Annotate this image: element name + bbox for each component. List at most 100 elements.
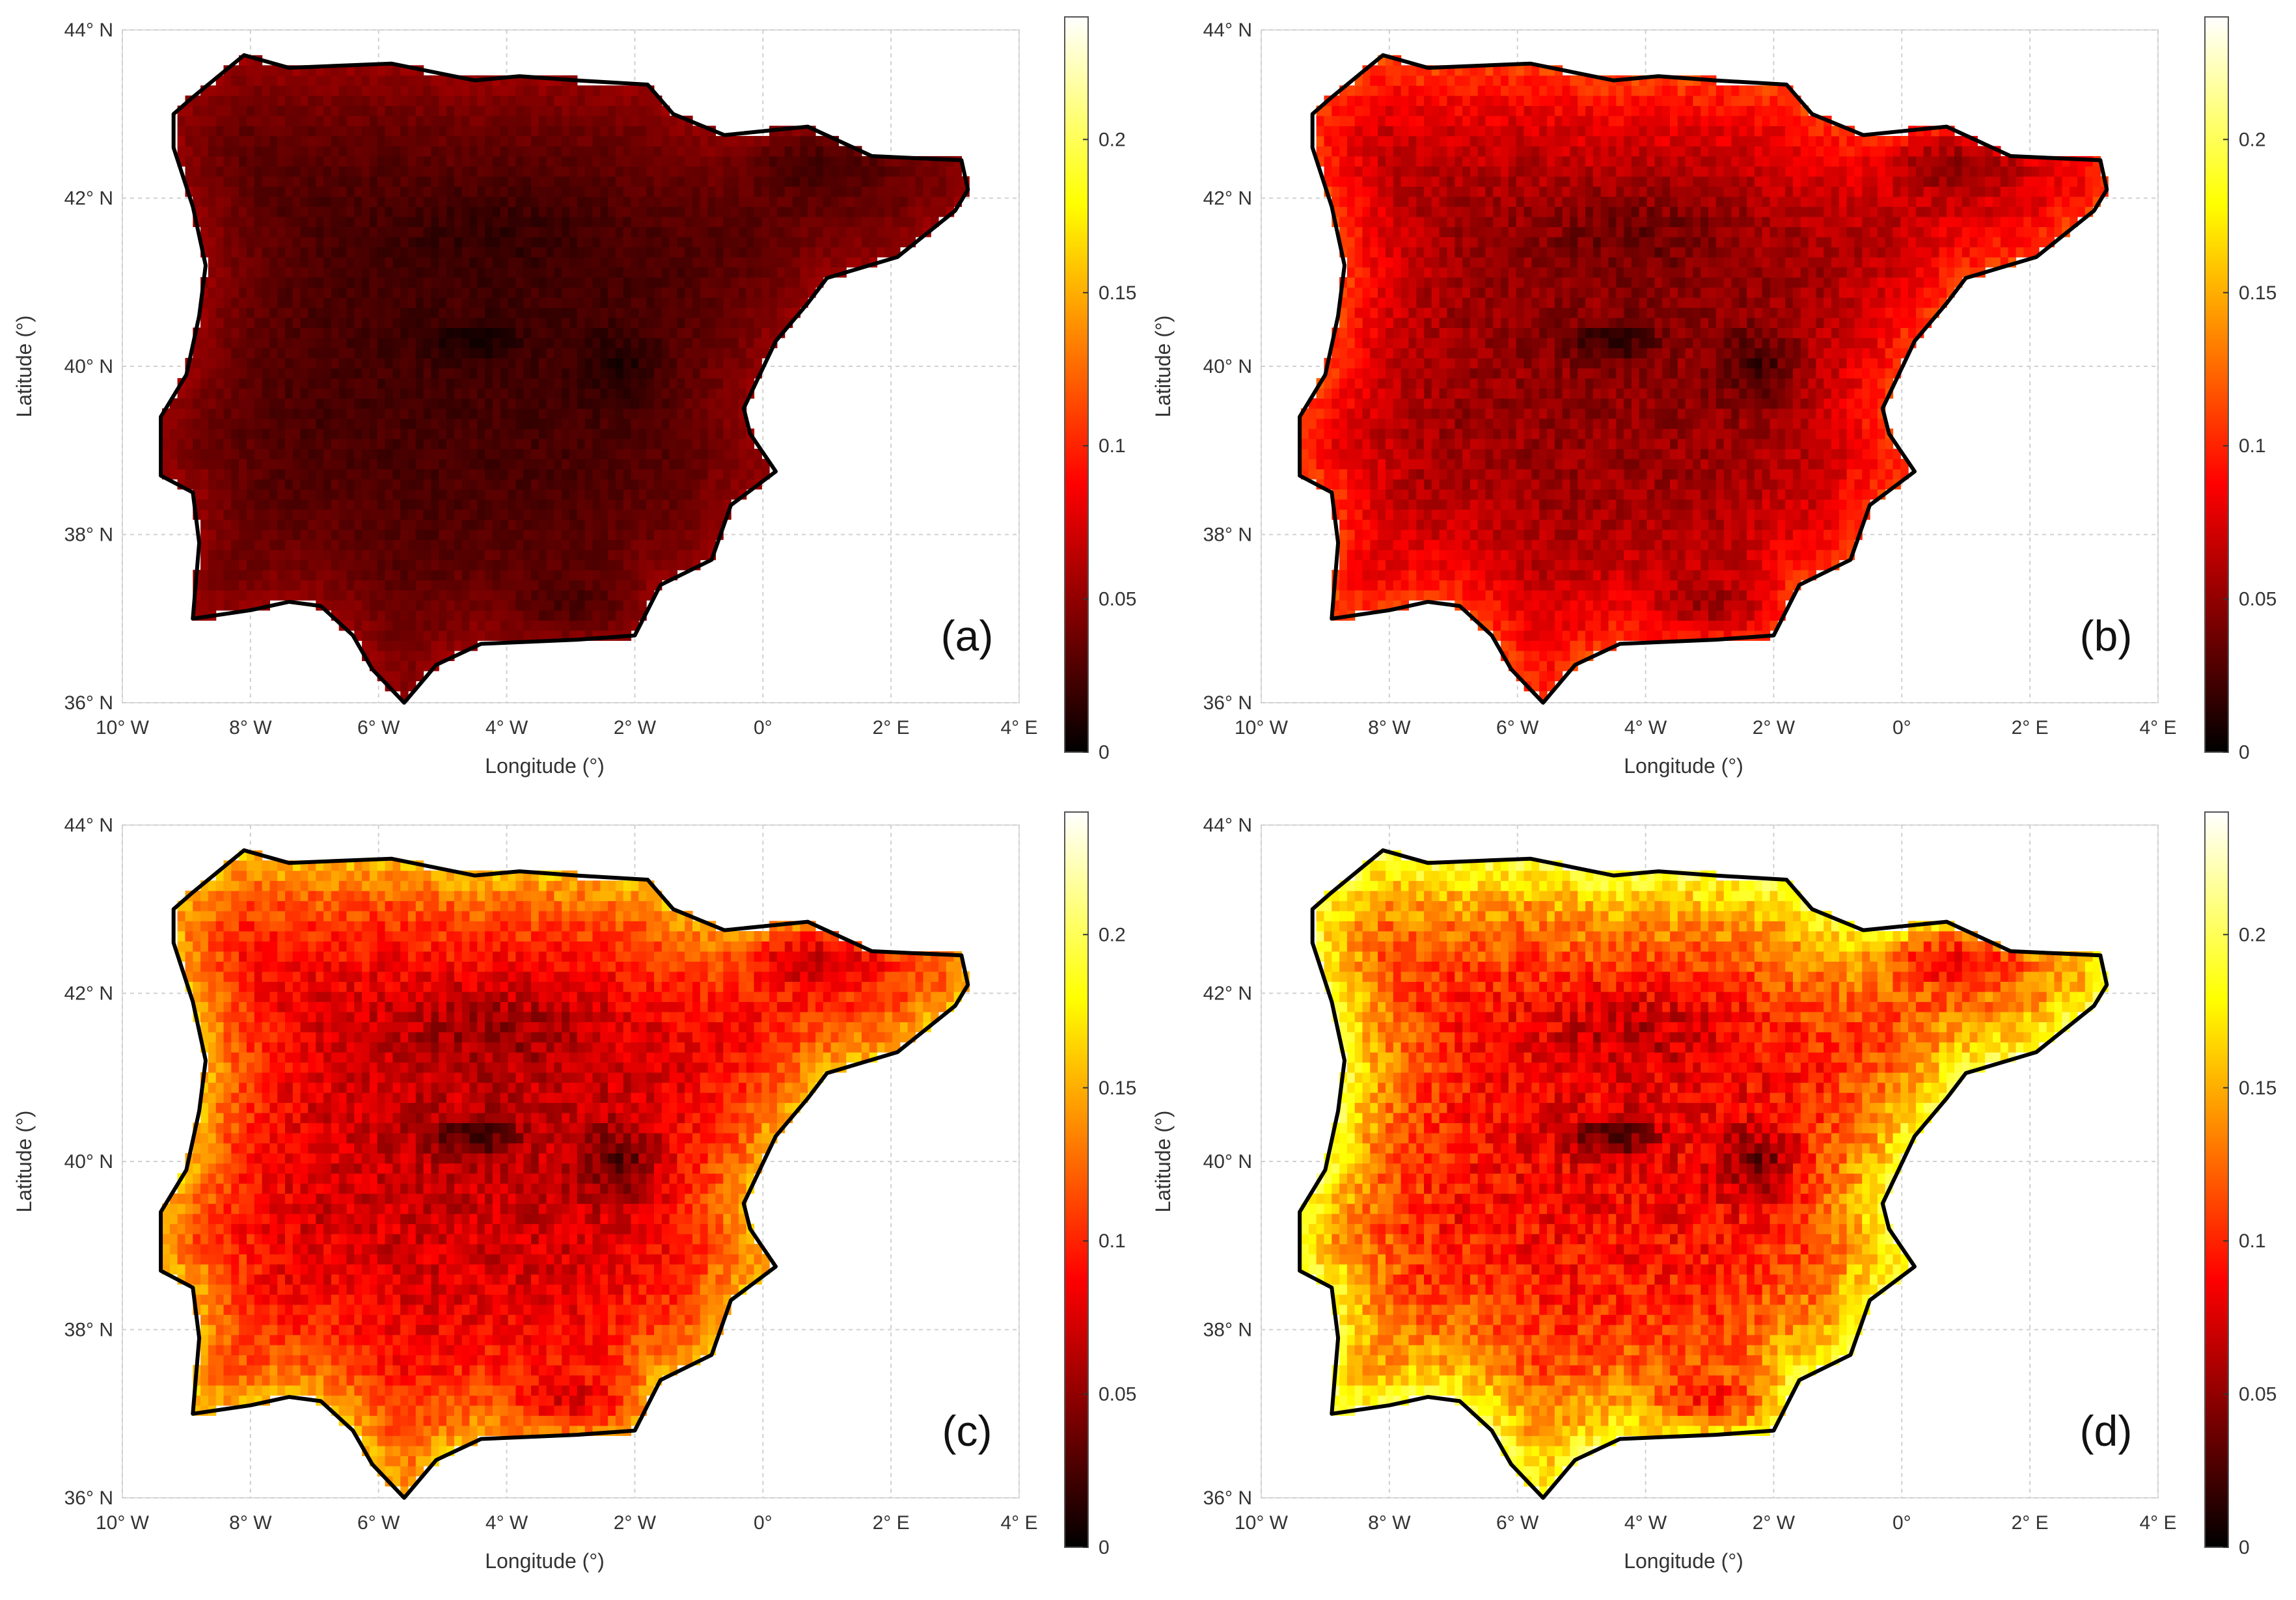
heatmap-cell <box>723 327 731 338</box>
heatmap-cell <box>1362 448 1371 459</box>
heatmap-cell <box>208 166 217 177</box>
heatmap-cell <box>907 206 916 217</box>
heatmap-cell <box>385 448 393 459</box>
heatmap-cell <box>761 216 770 227</box>
heatmap-cell <box>292 186 301 197</box>
heatmap-cell <box>247 216 255 227</box>
heatmap-cell <box>454 368 463 379</box>
heatmap-cell <box>715 146 724 157</box>
heatmap-cell <box>638 196 647 207</box>
heatmap-cell <box>423 358 431 369</box>
heatmap-cell <box>316 196 324 207</box>
heatmap-cell <box>439 630 447 641</box>
heatmap-cell <box>669 539 677 550</box>
heatmap-cell <box>354 85 362 96</box>
heatmap-cell <box>323 95 332 106</box>
heatmap-cell <box>1346 307 1356 318</box>
heatmap-cell <box>577 408 586 419</box>
heatmap-cell <box>569 247 578 258</box>
heatmap-cell <box>469 620 478 631</box>
heatmap-cell <box>446 216 455 227</box>
heatmap-cell <box>392 115 401 126</box>
heatmap-cell <box>907 216 916 227</box>
heatmap-cell <box>646 186 655 197</box>
heatmap-cell <box>784 156 793 167</box>
heatmap-cell <box>538 267 547 278</box>
heatmap-cell <box>354 620 362 631</box>
heatmap-cell <box>654 146 663 157</box>
heatmap-cell <box>308 519 316 530</box>
heatmap-cell <box>292 468 301 480</box>
heatmap-cell <box>431 115 439 126</box>
heatmap-cell <box>700 135 709 146</box>
heatmap-cell <box>323 85 332 96</box>
heatmap-cell <box>415 590 424 601</box>
heatmap-cell <box>631 418 639 429</box>
heatmap-cell <box>1393 186 1402 197</box>
heatmap-cell <box>608 135 616 146</box>
heatmap-cell <box>254 448 263 459</box>
heatmap-cell <box>362 519 370 530</box>
heatmap-cell <box>454 448 463 459</box>
heatmap-cell <box>408 115 417 126</box>
heatmap-cell <box>354 166 362 177</box>
heatmap-cell <box>1354 569 1363 580</box>
heatmap-cell <box>1370 580 1378 591</box>
heatmap-cell <box>369 216 378 227</box>
heatmap-cell <box>408 448 417 459</box>
heatmap-cell <box>231 206 239 217</box>
heatmap-cell <box>562 439 570 450</box>
heatmap-cell <box>1386 257 1394 268</box>
heatmap-cell <box>247 519 255 530</box>
heatmap-cell <box>323 368 332 379</box>
heatmap-cell <box>492 408 501 419</box>
heatmap-cell <box>515 267 524 278</box>
heatmap-cell <box>569 549 578 560</box>
heatmap-cell <box>385 468 393 480</box>
heatmap-cell <box>538 327 547 338</box>
heatmap-cell <box>392 277 401 288</box>
heatmap-cell <box>400 509 409 520</box>
heatmap-cell <box>1370 378 1378 389</box>
heatmap-cell <box>377 347 386 359</box>
heatmap-cell <box>215 267 225 278</box>
heatmap-cell <box>1339 95 1348 106</box>
heatmap-cell <box>738 206 747 217</box>
heatmap-cell <box>592 267 601 278</box>
heatmap-cell <box>669 398 677 409</box>
heatmap-cell <box>323 388 332 399</box>
heatmap-cell <box>1362 549 1371 560</box>
heatmap-cell <box>646 398 655 409</box>
heatmap-cell <box>654 226 663 237</box>
heatmap-cell <box>377 307 386 318</box>
heatmap-cell <box>1339 338 1348 349</box>
heatmap-cell <box>338 216 348 227</box>
heatmap-cell <box>1332 358 1340 369</box>
heatmap-cell <box>538 378 547 389</box>
heatmap-cell <box>292 549 301 560</box>
heatmap-cell <box>823 196 832 207</box>
heatmap-cell <box>385 610 393 621</box>
heatmap-cell <box>815 176 824 187</box>
heatmap-cell <box>492 549 501 560</box>
heatmap-cell <box>308 378 316 389</box>
heatmap-cell <box>269 166 278 177</box>
heatmap-cell <box>492 257 501 268</box>
heatmap-cell <box>377 85 386 96</box>
heatmap-cell <box>338 196 348 207</box>
heatmap-cell <box>592 499 601 510</box>
heatmap-cell <box>669 327 677 338</box>
heatmap-cell <box>707 388 716 399</box>
heatmap-cell <box>316 479 324 490</box>
heatmap-cell <box>331 519 340 530</box>
heatmap-cell <box>1346 226 1356 237</box>
heatmap-cell <box>200 529 209 540</box>
heatmap-cell <box>623 580 632 591</box>
heatmap-cell <box>615 156 624 167</box>
heatmap-cell <box>408 126 417 137</box>
heatmap-cell <box>592 418 601 429</box>
heatmap-cell <box>461 105 471 116</box>
heatmap-cell <box>669 347 677 359</box>
heatmap-cell <box>300 196 308 207</box>
heatmap-cell <box>531 580 540 591</box>
